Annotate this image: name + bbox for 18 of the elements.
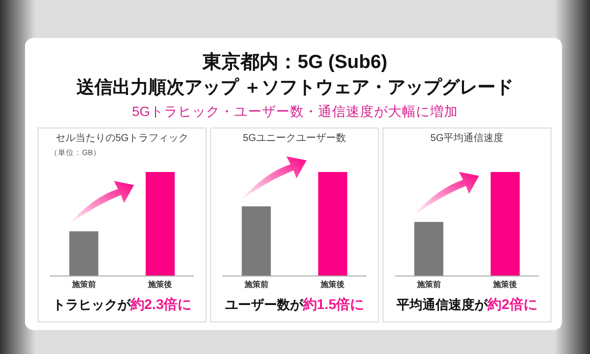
- text: 東京都内：5G (Sub6): [202, 51, 388, 73]
- x-tick-label: 施策前: [243, 280, 268, 289]
- chart-title: 5Gユニークユーザー数: [242, 133, 346, 144]
- text: 平均通信速度が: [396, 297, 489, 312]
- text: 約2.3倍に: [129, 296, 192, 312]
- text: ユーザー数が: [224, 297, 304, 312]
- x-tick-label: 施策前: [416, 280, 441, 289]
- text: トラヒックが: [52, 297, 132, 312]
- chart-title: 5G平均通信速度: [430, 132, 504, 144]
- text: 送信出力順次アップ ＋ソフトウェア・アップグレード: [75, 77, 514, 97]
- chart-title: セル当たりの5Gトラフィック: [55, 132, 189, 144]
- x-tick-label: 施策後: [492, 280, 518, 289]
- x-tick-label: 施策後: [147, 280, 174, 289]
- text: 約2倍に: [486, 296, 538, 312]
- x-tick-label: 施策前: [70, 280, 96, 289]
- text: 5Gトラヒック・ユーザー数・通信速度が大幅に増加: [132, 103, 458, 119]
- text: 約1.5倍に: [302, 296, 364, 312]
- x-tick-label: 施策後: [320, 280, 346, 289]
